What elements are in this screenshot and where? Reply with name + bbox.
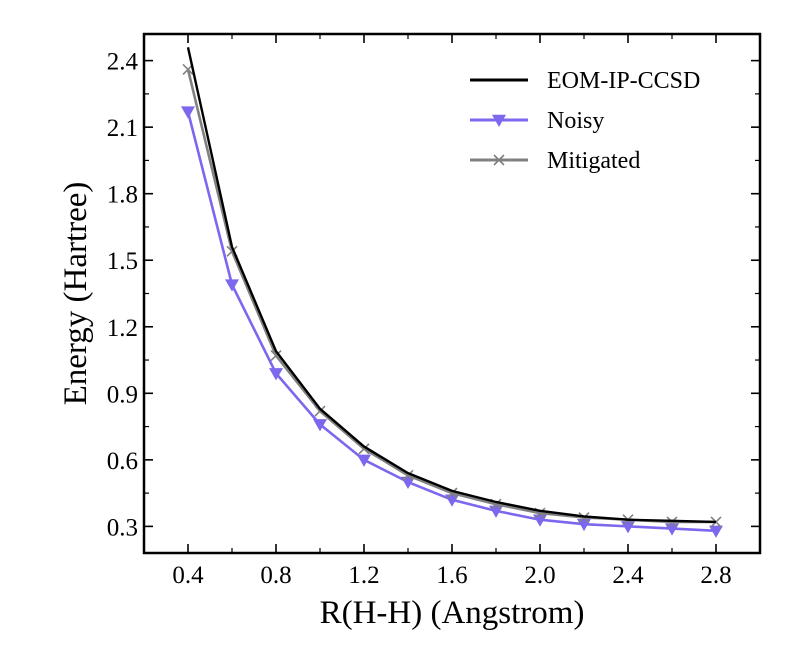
data-point-mitigated: [314, 405, 326, 417]
legend-label: Mitigated: [547, 148, 640, 174]
legend-label: EOM-IP-CCSD: [547, 68, 700, 94]
y-tick-label: 1.2: [107, 315, 138, 342]
series-mitigated: [182, 63, 722, 528]
data-point-noisy: [357, 454, 371, 467]
ticks-layer: [144, 34, 760, 553]
y-axis-title: Energy (Hartree): [58, 182, 94, 406]
x-tick-label: 2.4: [612, 562, 644, 589]
series-line-eom-ip-ccsd: [186, 47, 717, 524]
plot-frame: [142, 32, 762, 555]
y-tick-label: 2.4: [107, 49, 139, 76]
y-tick-label: 0.6: [107, 448, 138, 475]
data-point-mitigated: [270, 350, 282, 362]
legend-marker: [493, 154, 505, 166]
legend: EOM-IP-CCSD Noisy Mitigated: [470, 68, 700, 174]
data-point-noisy: [313, 419, 327, 432]
y-tick-label: 0.3: [107, 514, 138, 541]
legend-item-noisy: Noisy: [470, 108, 604, 134]
series-layer: [181, 47, 723, 538]
series-line-mitigated: [186, 69, 716, 524]
x-tick-label: 0.4: [172, 562, 204, 589]
x-tick-label: 0.8: [260, 562, 291, 589]
data-point-noisy: [709, 525, 723, 538]
series-eom-ip-ccsd: [186, 47, 717, 524]
data-point-mitigated: [358, 443, 370, 455]
x-tick-label: 1.6: [436, 562, 467, 589]
x-tick-label: 2.0: [524, 562, 555, 589]
data-point-noisy: [269, 368, 283, 381]
data-point-noisy: [181, 106, 195, 119]
x-axis-title: R(H-H) (Angstrom): [320, 595, 585, 631]
y-tick-label: 1.5: [107, 248, 138, 275]
legend-item-eom-ip-ccsd: EOM-IP-CCSD: [470, 68, 700, 94]
x-tick-label: 2.8: [700, 562, 731, 589]
series-line-noisy: [186, 111, 717, 533]
tick-labels: 0.4 0.8 1.2 1.6 2.0 2.4 2.8 0.3 0.6 0.9 1.2 1.5 1.8 2…: [107, 49, 732, 589]
data-point-noisy: [225, 279, 239, 292]
legend-item-mitigated: Mitigated: [470, 148, 640, 174]
x-tick-label: 1.2: [348, 562, 379, 589]
legend-label: Noisy: [547, 108, 604, 134]
legend-marker: [492, 114, 506, 127]
y-tick-label: 0.9: [107, 381, 138, 408]
y-tick-label: 1.8: [107, 182, 138, 209]
y-tick-label: 2.1: [107, 115, 138, 142]
